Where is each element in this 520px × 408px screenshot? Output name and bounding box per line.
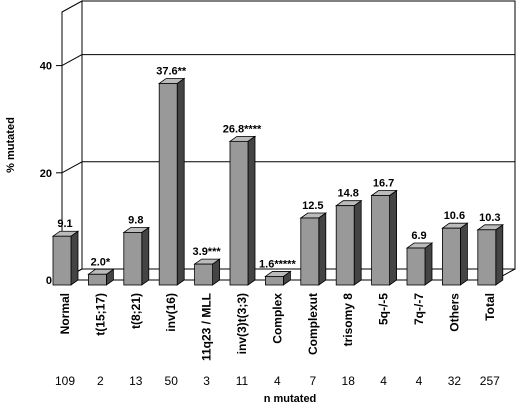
- x-tick-label: Complex: [270, 293, 284, 344]
- y-tick-label: 40: [40, 61, 52, 73]
- x-tick-label: t(8;21): [129, 293, 143, 329]
- value-label: 1.6*****: [259, 258, 296, 270]
- grid-line: [61, 54, 83, 67]
- bar-side: [141, 226, 150, 286]
- bar-side: [70, 230, 79, 286]
- n-value: 50: [165, 374, 179, 388]
- y-tick-label: 0: [46, 275, 52, 287]
- bar: [477, 229, 497, 286]
- n-value: 4: [416, 374, 423, 388]
- bar: [229, 140, 249, 286]
- value-label: 3.9***: [193, 246, 222, 258]
- bar-side: [318, 212, 327, 286]
- n-value: 3: [203, 374, 210, 388]
- x-tick-label: Complexut: [306, 293, 320, 355]
- bar-side: [389, 189, 398, 286]
- bar: [406, 247, 426, 286]
- n-value: 4: [274, 374, 281, 388]
- n-label: n mutated: [264, 393, 317, 405]
- n-value: 257: [480, 374, 500, 388]
- bar-side: [176, 77, 185, 286]
- bar: [335, 205, 355, 286]
- value-label: 6.9: [411, 230, 426, 242]
- bar: [441, 227, 461, 286]
- n-value: 11: [236, 374, 249, 388]
- x-tick-label: inv(3)t(3;3): [235, 293, 249, 354]
- bar: [123, 232, 143, 286]
- x-tick-label: 7q-/-7: [412, 293, 426, 325]
- bar-side: [459, 222, 468, 286]
- value-label: 9.8: [128, 214, 143, 226]
- grid-line: [61, 161, 83, 174]
- n-value: 13: [129, 374, 143, 388]
- x-tick-label: 11q23 / MLL: [200, 293, 214, 361]
- x-tick-label: t(15;17): [93, 293, 107, 336]
- bar: [300, 217, 320, 286]
- x-tick-label: trisomy 8: [341, 293, 355, 347]
- n-value: 109: [55, 374, 75, 388]
- bar-side: [424, 242, 433, 286]
- bar-side: [495, 224, 504, 286]
- bar: [52, 235, 72, 286]
- bar: [371, 195, 391, 286]
- x-tick-label: Others: [447, 293, 461, 332]
- value-label: 2.0*: [91, 256, 111, 268]
- bar-side: [247, 135, 256, 286]
- x-tick-label: 5q-/-5: [377, 293, 391, 325]
- bar: [158, 83, 178, 286]
- value-label: 12.5: [302, 200, 323, 212]
- value-label: 9.1: [57, 218, 72, 230]
- n-value: 4: [380, 374, 387, 388]
- x-tick-label: Total: [483, 293, 497, 321]
- value-label: 10.3: [479, 212, 500, 224]
- x-tick-label: Normal: [58, 293, 72, 334]
- n-value: 32: [448, 374, 462, 388]
- n-value: 18: [342, 374, 356, 388]
- x-tick-label: inv(16): [164, 293, 178, 332]
- bar: [194, 263, 214, 286]
- value-label: 10.6: [444, 210, 465, 222]
- y-axis-label: % mutated: [5, 117, 17, 173]
- n-value: 2: [97, 374, 104, 388]
- y-tick-label: 20: [40, 168, 52, 180]
- value-label: 14.8: [337, 188, 358, 200]
- value-label: 26.8****: [223, 123, 262, 135]
- bar: [264, 276, 284, 286]
- value-label: 37.6**: [156, 65, 187, 77]
- value-label: 16.7: [373, 177, 394, 189]
- n-value: 7: [309, 374, 316, 388]
- bar: [88, 273, 107, 286]
- bar-side: [353, 199, 362, 286]
